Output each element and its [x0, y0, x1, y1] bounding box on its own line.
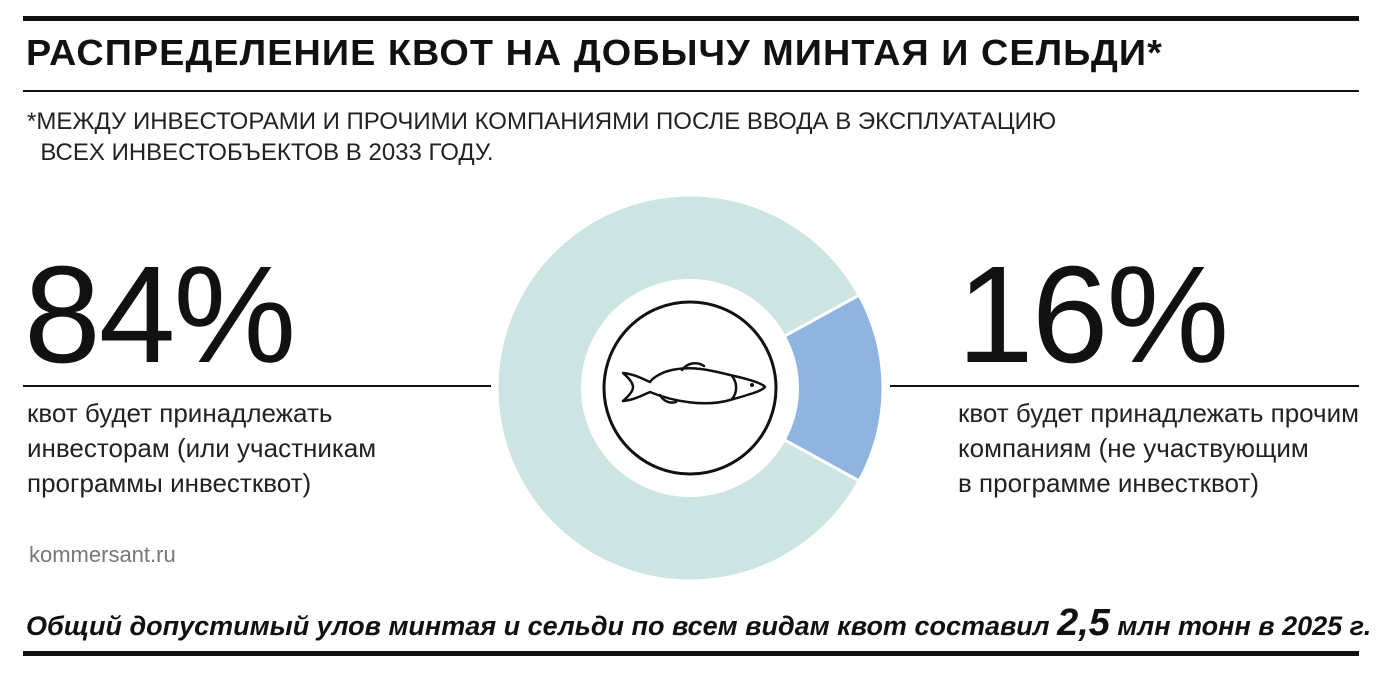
source-credit: kommersant.ru — [29, 542, 176, 567]
footer-highlight-value: 2,5 — [1057, 602, 1110, 644]
footer-text-before: Общий допустимый улов минтая и сельди по… — [26, 611, 1058, 641]
investors-share-value: 84% — [24, 238, 296, 392]
subtitle-note: *МЕЖДУ ИНВЕСТОРАМИ И ПРОЧИМИ КОМПАНИЯМИ … — [27, 108, 1057, 166]
left-leader-line — [23, 385, 491, 387]
top-rule — [23, 16, 1359, 21]
footer-note: Общий допустимый улов минтая и сельди по… — [26, 602, 1371, 645]
donut-chart — [495, 193, 885, 583]
page-title: РАСПРЕДЕЛЕНИЕ КВОТ НА ДОБЫЧУ МИНТАЯ И СЕ… — [26, 32, 1163, 73]
center-circle — [602, 300, 778, 476]
others-share-description: квот будет принадлежать прочим компаниям… — [958, 398, 1359, 498]
others-share-value: 16% — [957, 238, 1229, 392]
footer-text-after: млн тонн в 2025 г. — [1109, 611, 1372, 641]
bottom-rule — [23, 651, 1359, 656]
fish-icon — [621, 361, 767, 405]
investors-share-description: квот будет принадлежать инвесторам (или … — [27, 398, 377, 498]
title-divider — [23, 90, 1359, 92]
right-leader-line — [890, 385, 1359, 387]
